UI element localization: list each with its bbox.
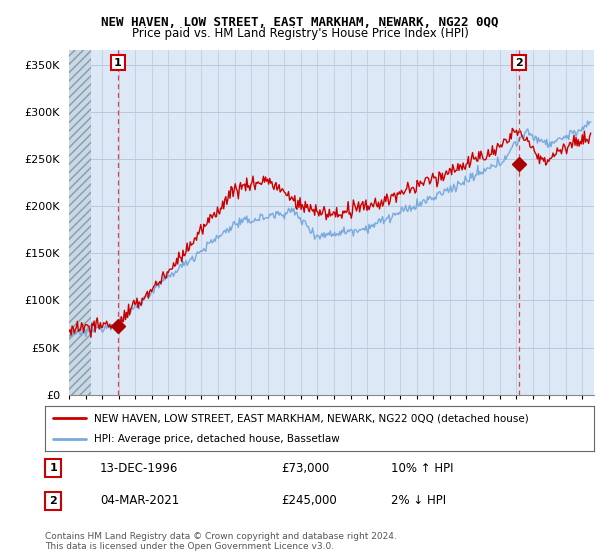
Text: 2: 2 (515, 58, 523, 68)
Text: 1: 1 (49, 463, 57, 473)
Text: £73,000: £73,000 (281, 461, 329, 475)
Text: 13-DEC-1996: 13-DEC-1996 (100, 461, 178, 475)
Text: 1: 1 (114, 58, 122, 68)
Text: £245,000: £245,000 (281, 494, 337, 507)
Text: NEW HAVEN, LOW STREET, EAST MARKHAM, NEWARK, NG22 0QQ: NEW HAVEN, LOW STREET, EAST MARKHAM, NEW… (101, 16, 499, 29)
Text: HPI: Average price, detached house, Bassetlaw: HPI: Average price, detached house, Bass… (94, 434, 340, 444)
Text: 04-MAR-2021: 04-MAR-2021 (100, 494, 179, 507)
Text: Contains HM Land Registry data © Crown copyright and database right 2024.
This d: Contains HM Land Registry data © Crown c… (45, 532, 397, 552)
Text: Price paid vs. HM Land Registry's House Price Index (HPI): Price paid vs. HM Land Registry's House … (131, 27, 469, 40)
Bar (69, 50, 91, 395)
Text: 2: 2 (49, 496, 57, 506)
Text: 2% ↓ HPI: 2% ↓ HPI (391, 494, 446, 507)
Text: 10% ↑ HPI: 10% ↑ HPI (391, 461, 454, 475)
Text: NEW HAVEN, LOW STREET, EAST MARKHAM, NEWARK, NG22 0QQ (detached house): NEW HAVEN, LOW STREET, EAST MARKHAM, NEW… (94, 413, 529, 423)
